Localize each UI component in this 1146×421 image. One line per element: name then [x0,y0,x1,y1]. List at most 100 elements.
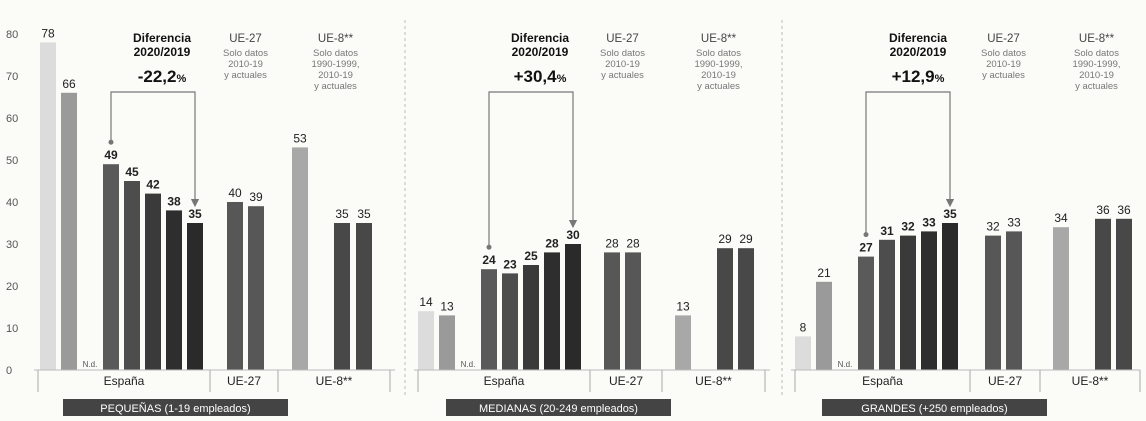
group-label: UE-27 [609,374,643,388]
group-label: UE-8** [316,374,353,388]
note-line: y actuales [314,81,357,92]
nd-label: N.d. [838,360,853,369]
value-label: 32 [901,220,915,234]
diff-unit: % [557,73,567,85]
diff-bracket-arrow [488,91,578,248]
value-label: 42 [146,178,160,192]
value-label: 29 [718,232,732,246]
y-tick-label: 30 [6,239,18,251]
note-line: Solo datos [1074,48,1119,59]
value-label: 33 [922,215,936,229]
y-tick-label: 10 [6,323,18,335]
note-line: y actuales [697,81,740,92]
y-tick-label: 70 [6,71,18,83]
value-label: 36 [1096,203,1110,217]
value-label: 30 [566,228,580,242]
value-label: 66 [62,77,76,91]
value-label: 36 [1117,203,1131,217]
y-tick-label: 40 [6,197,18,209]
bar-ue27 [625,252,641,370]
bar-spain [900,235,916,370]
nd-label: N.d. [83,360,98,369]
y-tick-label: 0 [6,365,12,377]
diff-title: Diferencia [889,31,947,45]
diff-bracket-arrow [865,91,955,235]
bar-spain [565,244,581,370]
y-tick-label: 60 [6,113,18,125]
value-label: 28 [605,236,619,250]
note-line: 2010-19 [318,70,353,81]
diff-title: Diferencia [511,31,569,45]
value-label: 31 [880,224,894,238]
diff-title: 2020/2019 [134,45,191,59]
y-tick-label: 50 [6,155,18,167]
bar-spain [523,265,539,370]
bar-ue27 [1006,231,1022,370]
bar-spain [502,273,518,370]
note-heading: UE-27 [987,33,1020,45]
y-tick-label: 20 [6,281,18,293]
panel-title-band [63,399,288,416]
bar-spain [103,164,119,370]
bar-ue8 [356,223,372,370]
value-label: 40 [228,186,242,200]
group-label: UE-8** [1072,374,1109,388]
value-label: 49 [104,148,118,162]
bar-ue27 [985,235,1001,370]
value-label: 14 [419,295,433,309]
diff-title: Diferencia [133,31,191,45]
bar-spain [166,210,182,370]
bar-ue27 [227,202,243,370]
bar-spain [921,231,937,370]
note-line: y actuales [982,70,1025,81]
bar-spain [40,42,56,371]
note-line: 1990-1999, [311,59,359,70]
bar-spain [879,239,895,370]
diff-value: +30,4% [514,67,567,86]
group-label: España [104,374,145,388]
value-label: 35 [943,207,957,221]
bar-spain [124,181,140,370]
note-line: 2010-19 [1079,70,1114,81]
note-line: Solo datos [981,48,1026,59]
value-label: 45 [125,165,139,179]
value-label: 25 [524,249,538,263]
value-label: 35 [357,207,371,221]
diff-unit: % [176,73,186,85]
note-heading: UE-8** [701,33,737,45]
group-label: UE-8** [695,374,732,388]
value-label: 28 [626,236,640,250]
panel-title: GRANDES (+250 empleados) [861,403,1007,415]
bar-ue8 [717,248,733,370]
value-label: 53 [293,131,307,145]
bar-ue8 [1053,227,1069,370]
note-heading: UE-27 [606,33,639,45]
bar-ue8 [675,315,691,370]
note-line: Solo datos [696,48,741,59]
bar-spain [61,92,77,371]
group-label: UE-27 [227,374,261,388]
bar-ue8 [1116,218,1132,370]
bar-spain [942,223,958,370]
group-label: España [862,374,903,388]
bar-ue8 [1095,218,1111,370]
value-label: 28 [545,236,559,250]
note-line: 2010-19 [228,59,263,70]
bar-ue8 [738,248,754,370]
note-line: y actuales [1075,81,1118,92]
bar-spain [544,252,560,370]
value-label: 35 [188,207,202,221]
y-tick-label: 80 [6,29,18,41]
group-label: UE-27 [988,374,1022,388]
value-label: 13 [676,299,690,313]
diff-value: -22,2% [138,67,187,86]
value-label: 23 [503,257,517,271]
group-label: España [484,374,525,388]
value-label: 38 [167,194,181,208]
note-line: y actuales [601,70,644,81]
bar-ue8 [334,223,350,370]
value-label: 32 [986,220,1000,234]
bar-spain [816,281,832,370]
panel-title: MEDIANAS (20-249 empleados) [479,403,638,415]
